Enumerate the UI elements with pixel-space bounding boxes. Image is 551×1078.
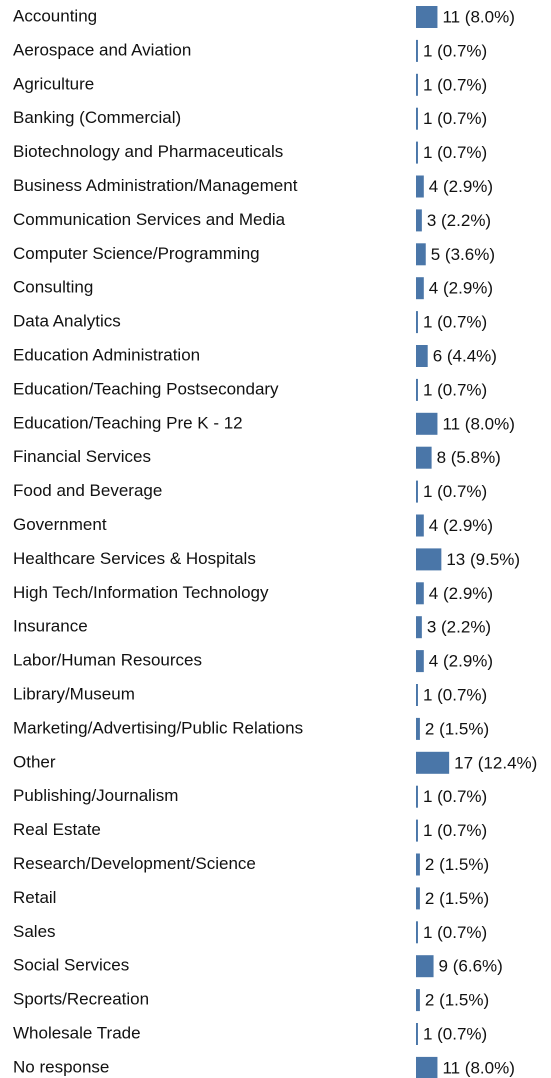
bar — [416, 819, 418, 842]
bar — [416, 141, 418, 164]
value-label: 1 (0.7%) — [423, 109, 487, 128]
category-label: Insurance — [13, 617, 88, 636]
value-label: 1 (0.7%) — [423, 41, 487, 60]
category-label: No response — [13, 1057, 109, 1076]
bar — [416, 989, 420, 1012]
category-label: Sports/Recreation — [13, 990, 149, 1009]
value-label: 17 (12.4%) — [454, 753, 537, 772]
value-label: 4 (2.9%) — [429, 177, 493, 196]
category-label: Marketing/Advertising/Public Relations — [13, 718, 303, 737]
value-label: 1 (0.7%) — [423, 923, 487, 942]
category-label: Library/Museum — [13, 684, 135, 703]
category-label: Accounting — [13, 6, 97, 25]
bar — [416, 73, 418, 96]
bar — [416, 480, 418, 503]
category-label: Other — [13, 752, 56, 771]
category-label: Wholesale Trade — [13, 1023, 141, 1042]
category-label: Biotechnology and Pharmaceuticals — [13, 142, 283, 161]
bar — [416, 446, 432, 469]
category-label: Labor/Human Resources — [13, 651, 202, 670]
bar — [416, 717, 420, 740]
bar — [416, 6, 438, 28]
bar — [416, 311, 418, 334]
value-label: 4 (2.9%) — [429, 584, 493, 603]
value-label: 6 (4.4%) — [433, 346, 497, 365]
value-label: 1 (0.7%) — [423, 821, 487, 840]
bar — [416, 548, 442, 571]
value-label: 1 (0.7%) — [423, 1024, 487, 1043]
bar — [416, 887, 420, 910]
value-label: 1 (0.7%) — [423, 143, 487, 162]
bar — [416, 616, 422, 639]
bar — [416, 514, 424, 537]
value-label: 1 (0.7%) — [423, 787, 487, 806]
value-label: 1 (0.7%) — [423, 313, 487, 332]
category-label: Agriculture — [13, 74, 94, 93]
category-label: Education/Teaching Pre K - 12 — [13, 413, 243, 432]
value-label: 8 (5.8%) — [437, 448, 501, 467]
value-label: 2 (1.5%) — [425, 991, 489, 1010]
bar — [416, 107, 418, 130]
category-label: Communication Services and Media — [13, 210, 286, 229]
value-label: 11 (8.0%) — [442, 414, 514, 433]
category-label: Banking (Commercial) — [13, 108, 181, 127]
category-label: Real Estate — [13, 820, 101, 839]
bar — [416, 243, 426, 266]
category-label: Food and Beverage — [13, 481, 162, 500]
value-label: 4 (2.9%) — [429, 516, 493, 535]
bar — [416, 175, 424, 198]
category-label: Publishing/Journalism — [13, 786, 178, 805]
bar — [416, 921, 418, 944]
bar — [416, 955, 434, 978]
bar — [416, 378, 418, 401]
category-label: Education/Teaching Postsecondary — [13, 379, 279, 398]
bar — [416, 1023, 418, 1045]
category-label: Retail — [13, 888, 56, 907]
bar — [416, 582, 424, 605]
bar — [416, 39, 418, 62]
bar — [416, 751, 450, 774]
value-label: 13 (9.5%) — [446, 550, 520, 569]
value-label: 3 (2.2%) — [427, 211, 491, 230]
value-label: 1 (0.7%) — [423, 380, 487, 399]
bar — [416, 1056, 438, 1078]
bar — [416, 785, 418, 808]
value-label: 1 (0.7%) — [423, 685, 487, 704]
category-label: Consulting — [13, 278, 93, 297]
category-label: Business Administration/Management — [13, 176, 298, 195]
category-label: Sales — [13, 922, 56, 941]
bar — [416, 209, 422, 232]
value-label: 4 (2.9%) — [429, 652, 493, 671]
bar — [416, 650, 424, 673]
value-label: 11 (8.0%) — [442, 7, 514, 26]
value-label: 1 (0.7%) — [423, 482, 487, 501]
bar — [416, 684, 418, 706]
value-label: 3 (2.2%) — [427, 618, 491, 637]
bar — [416, 345, 428, 367]
value-label: 2 (1.5%) — [425, 889, 489, 908]
category-label: Healthcare Services & Hospitals — [13, 549, 256, 568]
category-label: Computer Science/Programming — [13, 244, 260, 263]
category-label: Education Administration — [13, 345, 200, 364]
value-label: 9 (6.6%) — [439, 957, 503, 976]
bar — [416, 277, 424, 300]
category-label: Government — [13, 515, 107, 534]
value-label: 11 (8.0%) — [442, 1058, 514, 1077]
category-label: Financial Services — [13, 447, 151, 466]
category-label: High Tech/Information Technology — [13, 583, 269, 602]
bar — [416, 412, 438, 435]
category-label: Social Services — [13, 956, 129, 975]
category-label: Data Analytics — [13, 312, 121, 331]
value-label: 1 (0.7%) — [423, 75, 487, 94]
bar — [416, 853, 420, 876]
value-label: 4 (2.9%) — [429, 279, 493, 298]
value-label: 5 (3.6%) — [431, 245, 495, 264]
category-label: Research/Development/Science — [13, 854, 256, 873]
category-label: Aerospace and Aviation — [13, 40, 191, 59]
value-label: 2 (1.5%) — [425, 719, 489, 738]
value-label: 2 (1.5%) — [425, 855, 489, 874]
